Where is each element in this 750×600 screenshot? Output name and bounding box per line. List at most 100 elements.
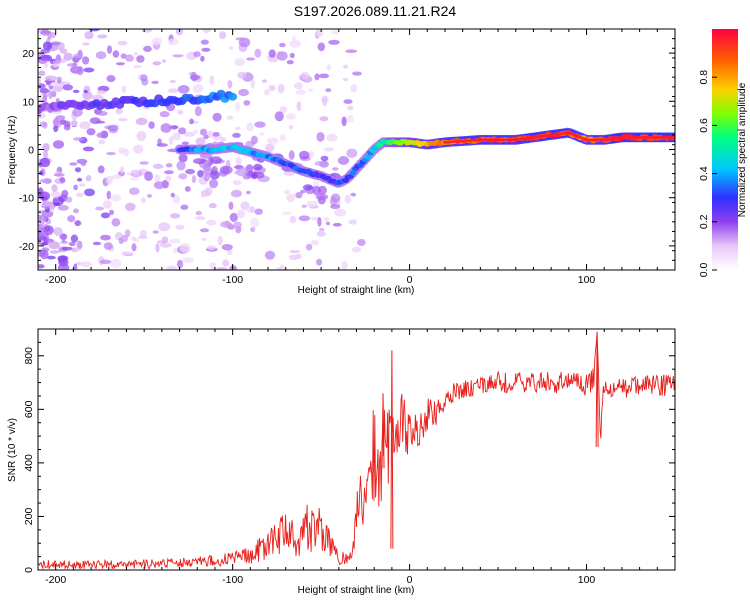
noise-blob <box>106 151 116 156</box>
noise-blob <box>179 242 191 253</box>
sidelobe-blob <box>197 170 204 178</box>
noise-blob <box>152 230 159 234</box>
noise-blob <box>221 244 233 251</box>
noise-blob <box>85 175 92 182</box>
noise-blob <box>203 134 209 140</box>
noise-blob <box>80 162 87 167</box>
noise-blob <box>182 257 195 264</box>
noise-blob <box>228 201 234 210</box>
noise-blob <box>160 123 172 133</box>
noise-blob <box>73 184 78 191</box>
noise-blob <box>318 73 330 79</box>
noise-blob <box>109 209 114 216</box>
sidelobe-blob <box>330 204 341 210</box>
sidelobe-blob <box>232 132 241 138</box>
noise-blob <box>337 156 350 165</box>
noise-blob <box>151 37 163 46</box>
noise-blob <box>246 57 256 61</box>
colorbar-tick-label: 0.4 <box>698 166 710 181</box>
y-tick-label: 200 <box>23 508 35 526</box>
noise-blob <box>38 70 46 76</box>
noise-blob <box>72 137 85 141</box>
noise-blob <box>156 143 168 147</box>
noise-blob <box>74 167 82 173</box>
noise-blob <box>250 79 255 89</box>
sidelobe-blob <box>288 150 295 160</box>
snr-ticks: -200 -100 0 100 0 200 400 600 800 <box>23 328 676 586</box>
sidelobe-blob <box>242 175 251 180</box>
noise-blob <box>83 85 91 95</box>
noise-blob <box>326 64 332 71</box>
snr-marks <box>38 331 675 570</box>
noise-blob <box>46 255 56 260</box>
noise-blob <box>343 99 353 104</box>
noise-blob <box>59 176 66 183</box>
noise-blob <box>217 235 223 246</box>
noise-blob <box>181 141 189 145</box>
noise-blob <box>316 230 326 237</box>
noise-blob <box>268 49 276 58</box>
sidelobe-blob <box>193 158 207 165</box>
noise-blob <box>350 84 358 93</box>
snr-panel: -200 -100 0 100 0 200 400 600 800 Height of stra… <box>7 328 676 596</box>
noise-blob <box>352 71 362 76</box>
spectrogram-x-axis-label: Height of straight line (km) <box>298 285 415 296</box>
noise-blob <box>331 30 340 35</box>
noise-blob <box>159 111 170 118</box>
sidelobe-blob <box>236 167 249 177</box>
noise-blob <box>308 88 314 93</box>
noise-blob <box>161 59 167 63</box>
noise-blob <box>195 211 202 216</box>
noise-blob <box>235 157 242 166</box>
colorbar-label: Normalized spectral amplitude <box>737 82 748 217</box>
snr-series-line <box>38 333 675 570</box>
noise-blob <box>52 140 65 149</box>
noise-blob <box>53 173 65 177</box>
noise-blob <box>279 134 286 142</box>
noise-blob <box>43 149 48 159</box>
noise-blob <box>143 45 152 53</box>
noise-blob <box>76 192 84 198</box>
noise-blob <box>201 47 211 52</box>
noise-blob <box>56 76 63 81</box>
noise-blob <box>95 206 105 211</box>
noise-blob <box>277 84 285 94</box>
noise-blob <box>166 265 178 270</box>
noise-blob <box>235 37 245 41</box>
noise-blob <box>131 169 139 175</box>
noise-blob <box>121 85 127 93</box>
noise-blob <box>72 62 78 66</box>
x-tick-label: 0 <box>407 274 413 286</box>
noise-blob <box>348 219 358 225</box>
noise-blob <box>200 55 205 62</box>
noise-blob <box>294 82 303 90</box>
noise-blob <box>195 137 206 146</box>
noise-blob <box>41 29 50 34</box>
noise-blob <box>67 215 76 223</box>
noise-blob <box>79 183 86 187</box>
noise-blob <box>323 216 330 222</box>
noise-blob <box>325 221 331 226</box>
noise-blob <box>238 88 250 97</box>
noise-blob <box>177 85 190 94</box>
sidelobe-blob <box>315 193 329 201</box>
noise-blob <box>92 241 102 246</box>
sidelobe-blob <box>253 163 263 171</box>
noise-blob <box>110 258 122 269</box>
noise-blob <box>103 242 113 250</box>
y-tick-label: -20 <box>19 241 34 253</box>
noise-blob <box>346 114 354 123</box>
noise-blob <box>347 106 354 111</box>
noise-blob <box>144 171 154 182</box>
noise-blob <box>169 79 176 84</box>
noise-blob <box>50 191 61 199</box>
noise-blob <box>167 88 179 93</box>
noise-blob <box>285 113 296 120</box>
noise-blob <box>83 67 95 73</box>
noise-blob <box>175 224 185 230</box>
noise-blob <box>206 245 216 251</box>
noise-blob <box>63 52 73 61</box>
sidelobe-blob <box>211 166 218 176</box>
sidelobe-blob <box>314 161 326 166</box>
noise-blob <box>106 190 112 200</box>
